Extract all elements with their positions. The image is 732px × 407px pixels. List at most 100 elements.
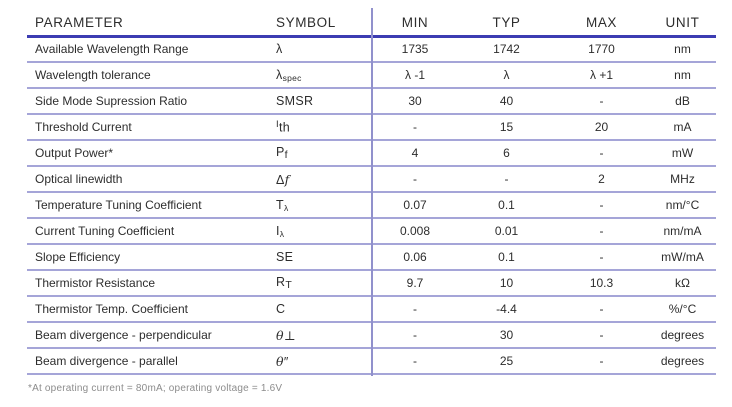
max-cell: 10.3 [554, 270, 649, 297]
unit-cell: mA [649, 114, 716, 141]
max-cell: - [554, 322, 649, 349]
footnote: *At operating current = 80mA; operating … [28, 383, 283, 394]
symbol-segment: Δ [276, 172, 285, 187]
spec-table: PARAMETER SYMBOL MIN TYP MAX UNIT Availa… [27, 10, 716, 375]
typ-cell: 40 [459, 88, 554, 115]
symbol-cell: Tλ [276, 192, 371, 219]
typ-cell: 15 [459, 114, 554, 141]
typ-cell: 10 [459, 270, 554, 297]
min-cell: 4 [371, 140, 459, 167]
min-cell: 0.07 [371, 192, 459, 219]
max-cell: 1770 [554, 36, 649, 63]
min-cell: 30 [371, 88, 459, 115]
symbol-segment: th [278, 120, 290, 135]
unit-cell: degrees [649, 348, 716, 375]
symbol-segment: spec [282, 72, 302, 83]
min-cell: - [371, 348, 459, 375]
symbol-cell: Pf [276, 140, 371, 167]
symbol-segment: θ [276, 353, 284, 369]
header-row: PARAMETER SYMBOL MIN TYP MAX UNIT [27, 10, 716, 38]
table-row: Current Tuning Coefficient Iλ 0.008 0.01- nm… [27, 218, 716, 245]
symbol-cell: SMSR [276, 88, 371, 115]
symbol-cell: λspec [276, 62, 371, 89]
max-cell: - [554, 88, 649, 115]
unit-cell: mW/mA [649, 244, 716, 271]
max-cell: 20 [554, 114, 649, 141]
symbol-cell: RT [276, 270, 371, 297]
max-cell: - [554, 140, 649, 167]
symbol-cell: SE [276, 244, 371, 271]
symbol-cell: C [276, 296, 371, 323]
symbol-segment: I [276, 223, 280, 238]
parameter-cell: Wavelength tolerance [27, 62, 276, 89]
unit-cell: nm [649, 62, 716, 89]
min-cell: - [371, 322, 459, 349]
table-row: Available Wavelength Range λ 1735 1742 1770 n… [27, 36, 716, 63]
max-cell: 2 [554, 166, 649, 193]
symbol-cell: λ [276, 36, 371, 63]
parameter-cell: Optical linewidth [27, 166, 276, 193]
symbol-segment: I [276, 119, 279, 131]
table-row: Output Power* Pf 4 6- mW [27, 140, 716, 167]
parameter-cell: Available Wavelength Range [27, 36, 276, 63]
typ-cell: 30 [459, 322, 554, 349]
unit-cell: nm/mA [649, 218, 716, 245]
min-cell: 0.008 [371, 218, 459, 245]
column-header-unit: UNIT [649, 10, 716, 38]
typ-cell: -4.4 [459, 296, 554, 323]
max-cell: λ +1 [554, 62, 649, 89]
symbol-segment: T [276, 197, 284, 212]
min-cell: - [371, 296, 459, 323]
max-cell: - [554, 244, 649, 271]
symbol-segment: λ [283, 202, 289, 213]
typ-cell: 0.1 [459, 244, 554, 271]
parameter-cell: Temperature Tuning Coefficient [27, 192, 276, 219]
symbol-cell: Δf [276, 166, 371, 193]
symbol-segment: ″ [283, 354, 289, 369]
parameter-cell: Threshold Current [27, 114, 276, 141]
column-header-typ: TYP [459, 10, 554, 38]
min-cell: λ -1 [371, 62, 459, 89]
parameter-cell: Thermistor Temp. Coefficient [27, 296, 276, 323]
table-row: Thermistor Resistance RT 9.7 10 10.3 kΩ [27, 270, 716, 297]
min-cell: 1735 [371, 36, 459, 63]
typ-cell: - [459, 166, 554, 193]
unit-cell: degrees [649, 322, 716, 349]
symbol-cell: Ith [276, 114, 371, 141]
min-cell: 0.06 [371, 244, 459, 271]
unit-cell: nm/°C [649, 192, 716, 219]
column-header-parameter: PARAMETER [27, 10, 276, 38]
table-row: Side Mode Supression Ratio SMSR 30 40- dB [27, 88, 716, 115]
parameter-cell: Slope Efficiency [27, 244, 276, 271]
symbol-segment: f [284, 171, 290, 187]
symbol-segment: SE [276, 250, 294, 264]
symbol-segment: SMSR [276, 94, 314, 108]
table-row: Optical linewidth Δf - -2 MHz [27, 166, 716, 193]
unit-cell: mW [649, 140, 716, 167]
symbol-segment: λ [279, 228, 285, 239]
typ-cell: 25 [459, 348, 554, 375]
max-cell: - [554, 296, 649, 323]
unit-cell: nm [649, 36, 716, 63]
symbol-cell: θ⊥ [276, 322, 371, 349]
symbol-segment: λ [276, 67, 283, 82]
symbol-segment: R [276, 275, 286, 289]
symbol-segment: θ [276, 327, 284, 343]
table-row: Slope Efficiency SE 0.06 0.1- mW/mA [27, 244, 716, 271]
symbol-segment: λ [276, 42, 283, 57]
typ-cell: 1742 [459, 36, 554, 63]
min-cell: 9.7 [371, 270, 459, 297]
symbol-segment: P [276, 145, 285, 159]
symbol-min-column-divider [371, 8, 373, 376]
symbol-segment: ⊥ [283, 327, 296, 343]
table-row: Wavelength tolerance λspec λ -1 λ λ +1 nm [27, 62, 716, 89]
column-header-symbol: SYMBOL [276, 10, 371, 38]
min-cell: - [371, 114, 459, 141]
table-row: Thermistor Temp. Coefficient C - -4.4- %/°C [27, 296, 716, 323]
parameter-cell: Side Mode Supression Ratio [27, 88, 276, 115]
max-cell: - [554, 218, 649, 245]
table-body: Available Wavelength Range λ 1735 1742 1770 n… [27, 36, 716, 375]
unit-cell: %/°C [649, 296, 716, 323]
column-header-max: MAX [554, 10, 649, 38]
